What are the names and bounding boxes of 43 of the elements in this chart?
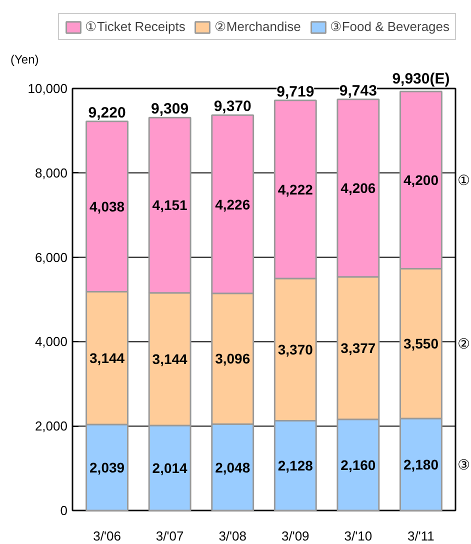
- data-label: 2,048: [215, 459, 250, 476]
- data-label: 4,222: [278, 181, 314, 198]
- text: ③: [458, 456, 470, 472]
- data-label: 4,226: [215, 196, 250, 212]
- data-label: 3,144: [152, 351, 188, 368]
- x-tick-label: 3/'06: [93, 528, 121, 544]
- data-label: 2,180: [403, 456, 439, 472]
- x-tick-label: 3/'07: [156, 528, 184, 544]
- total-label: 9,930(E): [392, 70, 450, 88]
- x-tick-label: 3/'08: [218, 528, 247, 544]
- total-label: 9,743: [339, 82, 377, 100]
- text: ②: [458, 336, 470, 352]
- data-label: 3,550: [403, 336, 439, 352]
- x-tick-label: 3/'11: [408, 528, 434, 544]
- total-label: 9,370: [214, 98, 252, 116]
- y-tick-label: 2,000: [34, 418, 68, 434]
- data-label: 2,039: [90, 459, 125, 476]
- y-tick-label: 10,000: [28, 81, 68, 96]
- x-tick-label: 3/'10: [344, 528, 372, 544]
- data-label: 3,144: [90, 350, 125, 366]
- legend-label: ①Ticket Receipts: [85, 19, 186, 34]
- data-label: 2,160: [340, 456, 376, 473]
- data-label: 4,151: [152, 197, 188, 214]
- text: ①: [458, 172, 470, 188]
- data-label: 2,014: [152, 460, 188, 476]
- total-label: 9,309: [151, 100, 189, 118]
- x-tick-label: 3/'09: [282, 528, 310, 544]
- data-label: 3,377: [340, 340, 376, 356]
- y-axis-title: (Yen): [10, 52, 39, 66]
- data-label: 4,206: [340, 180, 376, 196]
- data-label: 3,370: [278, 342, 314, 358]
- y-tick-label: 4,000: [34, 334, 68, 350]
- data-label: 3,096: [215, 350, 250, 367]
- y-tick-label: 6,000: [34, 250, 68, 265]
- y-tick-label: 8,000: [34, 165, 68, 180]
- data-label: 4,038: [90, 198, 125, 215]
- legend-label: ②Merchandise: [214, 19, 301, 34]
- data-label: 4,200: [403, 172, 439, 188]
- total-label: 9,719: [276, 83, 314, 100]
- data-label: 2,128: [278, 458, 314, 474]
- total-label: 9,220: [88, 104, 126, 122]
- y-tick-label: 0: [60, 503, 68, 518]
- legend-label: ③Food & Beverages: [330, 19, 450, 34]
